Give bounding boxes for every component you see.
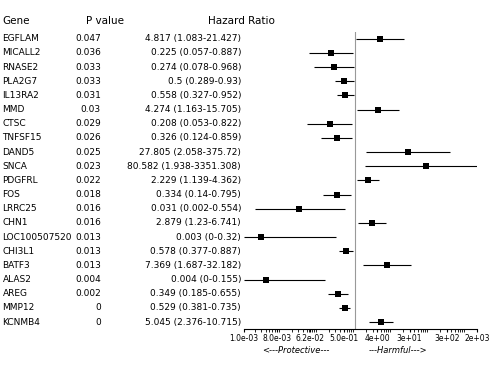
Text: 0.004 (0-0.155): 0.004 (0-0.155) <box>171 275 241 284</box>
Text: PDGFRL: PDGFRL <box>2 176 38 185</box>
Text: PLA2G7: PLA2G7 <box>2 77 37 86</box>
Text: IL13RA2: IL13RA2 <box>2 91 39 100</box>
Text: 0.026: 0.026 <box>75 134 101 142</box>
Text: Gene: Gene <box>2 16 30 26</box>
Text: 0.016: 0.016 <box>75 204 101 213</box>
Text: KCNMB4: KCNMB4 <box>2 318 40 327</box>
Text: CTSC: CTSC <box>2 119 26 128</box>
Text: P value: P value <box>86 16 124 26</box>
Text: 0: 0 <box>95 304 101 312</box>
Text: 0.031 (0.002-0.554): 0.031 (0.002-0.554) <box>151 204 241 213</box>
Text: <---Protective---: <---Protective--- <box>262 346 329 355</box>
Text: 0.036: 0.036 <box>75 48 101 57</box>
Text: EGFLAM: EGFLAM <box>2 34 39 43</box>
Text: ALAS2: ALAS2 <box>2 275 31 284</box>
Text: 0.326 (0.124-0.859): 0.326 (0.124-0.859) <box>151 134 241 142</box>
Text: 0.031: 0.031 <box>75 91 101 100</box>
Text: 0.003 (0-0.32): 0.003 (0-0.32) <box>176 232 241 241</box>
Text: 0.004: 0.004 <box>75 275 101 284</box>
Text: CHN1: CHN1 <box>2 218 28 227</box>
Text: 4.817 (1.083-21.427): 4.817 (1.083-21.427) <box>145 34 241 43</box>
Text: LOC100507520: LOC100507520 <box>2 232 72 241</box>
Text: 0.558 (0.327-0.952): 0.558 (0.327-0.952) <box>151 91 241 100</box>
Text: 0.029: 0.029 <box>75 119 101 128</box>
Text: 0: 0 <box>95 318 101 327</box>
Text: 7.369 (1.687-32.182): 7.369 (1.687-32.182) <box>145 261 241 270</box>
Text: 0.047: 0.047 <box>75 34 101 43</box>
Text: 0.016: 0.016 <box>75 218 101 227</box>
Text: TNFSF15: TNFSF15 <box>2 134 42 142</box>
Text: 0.529 (0.381-0.735): 0.529 (0.381-0.735) <box>151 304 241 312</box>
Text: 0.013: 0.013 <box>75 232 101 241</box>
Text: MMP12: MMP12 <box>2 304 35 312</box>
Text: RNASE2: RNASE2 <box>2 62 38 71</box>
Text: 27.805 (2.058-375.72): 27.805 (2.058-375.72) <box>139 148 241 157</box>
Text: 0.334 (0.14-0.795): 0.334 (0.14-0.795) <box>156 190 241 199</box>
Text: ---Harmful--->: ---Harmful---> <box>369 346 428 355</box>
Text: SNCA: SNCA <box>2 162 28 171</box>
Text: 2.879 (1.23-6.741): 2.879 (1.23-6.741) <box>156 218 241 227</box>
Text: Hazard Ratio: Hazard Ratio <box>208 16 275 26</box>
Text: 0.033: 0.033 <box>75 62 101 71</box>
Text: 0.023: 0.023 <box>75 162 101 171</box>
Text: 80.582 (1.938-3351.308): 80.582 (1.938-3351.308) <box>127 162 241 171</box>
Text: CHI3L1: CHI3L1 <box>2 247 34 256</box>
Text: BATF3: BATF3 <box>2 261 30 270</box>
Text: LRRC25: LRRC25 <box>2 204 37 213</box>
Text: 0.578 (0.377-0.887): 0.578 (0.377-0.887) <box>151 247 241 256</box>
Text: MMD: MMD <box>2 105 25 114</box>
Text: MICALL2: MICALL2 <box>2 48 41 57</box>
Text: 2.229 (1.139-4.362): 2.229 (1.139-4.362) <box>151 176 241 185</box>
Text: 0.022: 0.022 <box>75 176 101 185</box>
Text: 0.002: 0.002 <box>75 289 101 298</box>
Text: 0.018: 0.018 <box>75 190 101 199</box>
Text: 5.045 (2.376-10.715): 5.045 (2.376-10.715) <box>145 318 241 327</box>
Text: 0.013: 0.013 <box>75 247 101 256</box>
Text: 0.03: 0.03 <box>81 105 101 114</box>
Text: FOS: FOS <box>2 190 20 199</box>
Text: 0.025: 0.025 <box>75 148 101 157</box>
Text: 0.013: 0.013 <box>75 261 101 270</box>
Text: DAND5: DAND5 <box>2 148 35 157</box>
Text: AREG: AREG <box>2 289 28 298</box>
Text: 0.5 (0.289-0.93): 0.5 (0.289-0.93) <box>168 77 241 86</box>
Text: 0.274 (0.078-0.968): 0.274 (0.078-0.968) <box>151 62 241 71</box>
Text: 0.208 (0.053-0.822): 0.208 (0.053-0.822) <box>151 119 241 128</box>
Text: 0.225 (0.057-0.887): 0.225 (0.057-0.887) <box>151 48 241 57</box>
Text: 0.033: 0.033 <box>75 77 101 86</box>
Text: 4.274 (1.163-15.705): 4.274 (1.163-15.705) <box>145 105 241 114</box>
Text: 0.349 (0.185-0.655): 0.349 (0.185-0.655) <box>151 289 241 298</box>
